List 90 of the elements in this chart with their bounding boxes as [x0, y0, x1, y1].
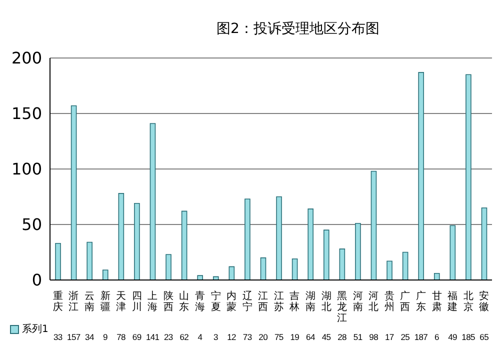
bar	[86, 242, 92, 280]
data-label: 23	[164, 332, 174, 342]
x-tick-label: 内蒙	[226, 290, 237, 313]
data-label: 19	[290, 332, 300, 342]
x-tick-label: 新疆	[100, 290, 110, 313]
x-tick-label: 四川	[132, 291, 142, 313]
bar	[134, 203, 140, 280]
bar	[197, 275, 203, 280]
x-tick-label: 天津	[116, 291, 126, 313]
data-label: 6	[434, 332, 440, 342]
data-label: 3	[214, 332, 219, 342]
data-label: 141	[146, 332, 160, 342]
data-label: 51	[353, 332, 363, 342]
bar	[70, 105, 77, 280]
legend-label: 系列1	[21, 322, 48, 336]
bar	[339, 248, 346, 280]
bar	[355, 222, 361, 280]
data-label: 62	[180, 332, 190, 342]
bar	[308, 208, 314, 280]
data-label: 157	[67, 332, 81, 342]
bar	[466, 74, 472, 280]
bar	[150, 123, 156, 280]
data-label: 20	[258, 332, 268, 342]
x-tick-label: 河北	[368, 290, 379, 313]
data-label: 98	[369, 332, 379, 342]
data-label: 187	[414, 332, 428, 342]
data-label: 78	[116, 332, 126, 342]
bar	[370, 170, 377, 280]
x-tick-label: 湖南	[305, 290, 316, 313]
bar	[450, 225, 456, 280]
x-tick-label: 安徽	[479, 290, 490, 313]
bar	[55, 242, 61, 280]
bar	[102, 270, 108, 280]
x-tick-label: 辽宁	[242, 290, 252, 313]
x-tick-label: 甘肃	[432, 290, 442, 313]
bar	[118, 193, 124, 280]
x-tick-label: 福建	[446, 290, 458, 313]
x-tick-label: 宁夏	[210, 290, 221, 313]
x-tick-label: 山东	[179, 290, 190, 313]
bar	[481, 207, 488, 280]
y-tick-label: 100	[11, 160, 42, 179]
data-label: 45	[322, 332, 332, 342]
x-tick-label: 广西	[400, 290, 410, 313]
x-tick-label: 广东	[416, 290, 426, 313]
data-label: 25	[400, 332, 410, 342]
bar	[276, 196, 282, 280]
x-tick-label: 北京	[463, 290, 474, 313]
x-tick-label: 湖北	[321, 290, 332, 313]
x-tick-label: 云南	[84, 291, 94, 313]
bar	[434, 272, 440, 280]
bar	[244, 198, 250, 280]
data-label: 185	[462, 332, 476, 342]
bar	[166, 254, 172, 280]
data-label: 17	[384, 332, 394, 342]
data-label: 49	[448, 332, 458, 342]
x-tick-label: 江西	[258, 290, 268, 313]
y-tick-label: 150	[11, 104, 42, 124]
data-label: 34	[85, 332, 94, 342]
x-tick-label: 上海	[148, 290, 158, 313]
data-label: 75	[274, 332, 284, 342]
y-tick-label: 200	[11, 48, 42, 68]
data-label: 73	[242, 332, 252, 342]
x-tick-label: 陕西	[163, 290, 174, 313]
x-tick-label: 吉林	[288, 290, 300, 313]
data-label: 64	[306, 332, 316, 342]
x-tick-label: 河南	[352, 290, 363, 313]
data-label: 33	[53, 332, 63, 342]
data-label: 4	[198, 332, 203, 342]
bar	[386, 260, 392, 280]
x-tick-label: 重庆	[52, 290, 63, 313]
x-tick-label: 青海	[194, 290, 205, 313]
data-label: 28	[338, 332, 348, 342]
bar	[323, 230, 330, 280]
chart-title: 图2：投诉受理地区分布图	[216, 20, 380, 39]
bar	[402, 252, 408, 280]
bar	[418, 72, 424, 280]
y-tick-label: 0	[32, 270, 42, 290]
y-tick-label: 50	[22, 215, 42, 234]
bar	[228, 266, 235, 280]
data-label: 12	[227, 332, 237, 342]
bar	[181, 210, 188, 280]
bar	[260, 257, 266, 280]
data-label: 9	[103, 332, 108, 342]
x-tick-label: 浙江	[68, 290, 79, 313]
data-label: 69	[132, 332, 142, 342]
x-tick-label: 黑龙江	[337, 291, 348, 324]
x-tick-label: 江苏	[274, 290, 284, 313]
x-tick-label: 贵州	[384, 290, 394, 313]
data-label: 65	[480, 332, 490, 342]
bar	[292, 258, 298, 280]
